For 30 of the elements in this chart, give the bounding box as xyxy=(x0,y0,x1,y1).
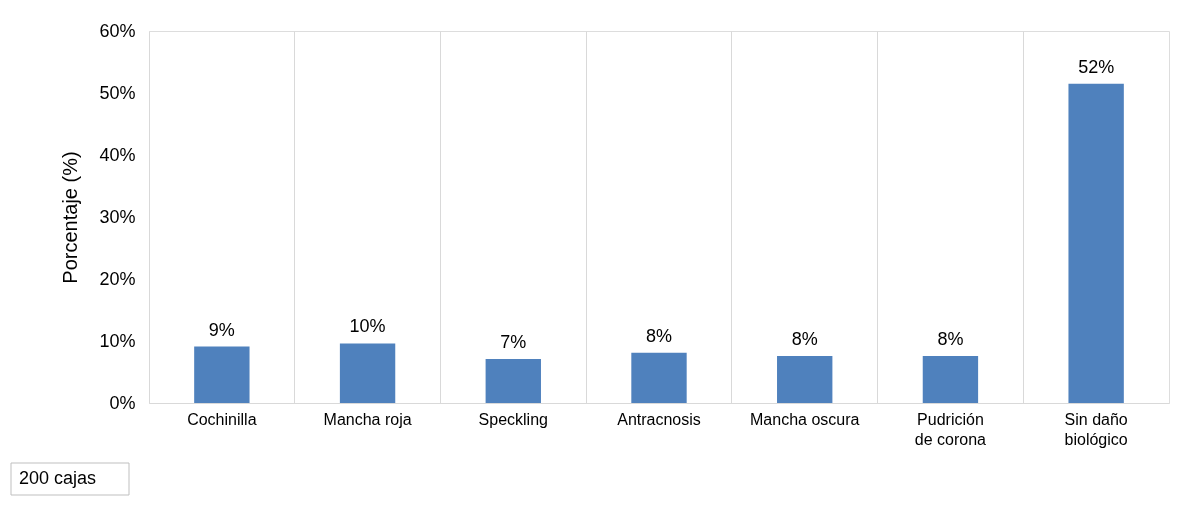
y-tick-label: 60% xyxy=(99,20,136,41)
y-tick-label: 20% xyxy=(99,268,136,289)
y-tick-label: 50% xyxy=(99,82,136,103)
data-label: 9% xyxy=(208,319,235,340)
x-tick-label: Pudrición de corona xyxy=(914,410,987,448)
data-label: 52% xyxy=(1078,56,1115,77)
data-label: 7% xyxy=(500,331,527,352)
bar xyxy=(777,355,833,403)
x-tick-label: Speckling xyxy=(478,410,548,428)
y-tick-label: 40% xyxy=(99,144,136,165)
data-label: 10% xyxy=(349,316,386,337)
bar xyxy=(485,358,541,403)
y-tick-label: 10% xyxy=(99,330,136,351)
bar xyxy=(194,346,250,403)
y-tick-label: 30% xyxy=(99,206,136,227)
text: 200 cajas xyxy=(19,468,97,488)
bar xyxy=(631,352,687,403)
y-tick-label: 0% xyxy=(109,392,136,413)
x-tick-label: Sin daño biológico xyxy=(1064,410,1128,448)
data-label: 8% xyxy=(791,328,818,349)
x-tick-label: Mancha roja xyxy=(323,410,412,428)
x-tick-label: Antracnosis xyxy=(617,410,701,428)
x-tick-label: Mancha oscura xyxy=(750,410,860,428)
y-axis-title: Porcentaje (%) xyxy=(59,151,82,284)
data-label: 8% xyxy=(937,328,964,349)
x-tick-label: Cochinilla xyxy=(187,410,257,428)
bar xyxy=(922,355,979,403)
bar xyxy=(1068,83,1124,403)
data-label: 8% xyxy=(645,325,673,346)
bar xyxy=(339,343,396,403)
